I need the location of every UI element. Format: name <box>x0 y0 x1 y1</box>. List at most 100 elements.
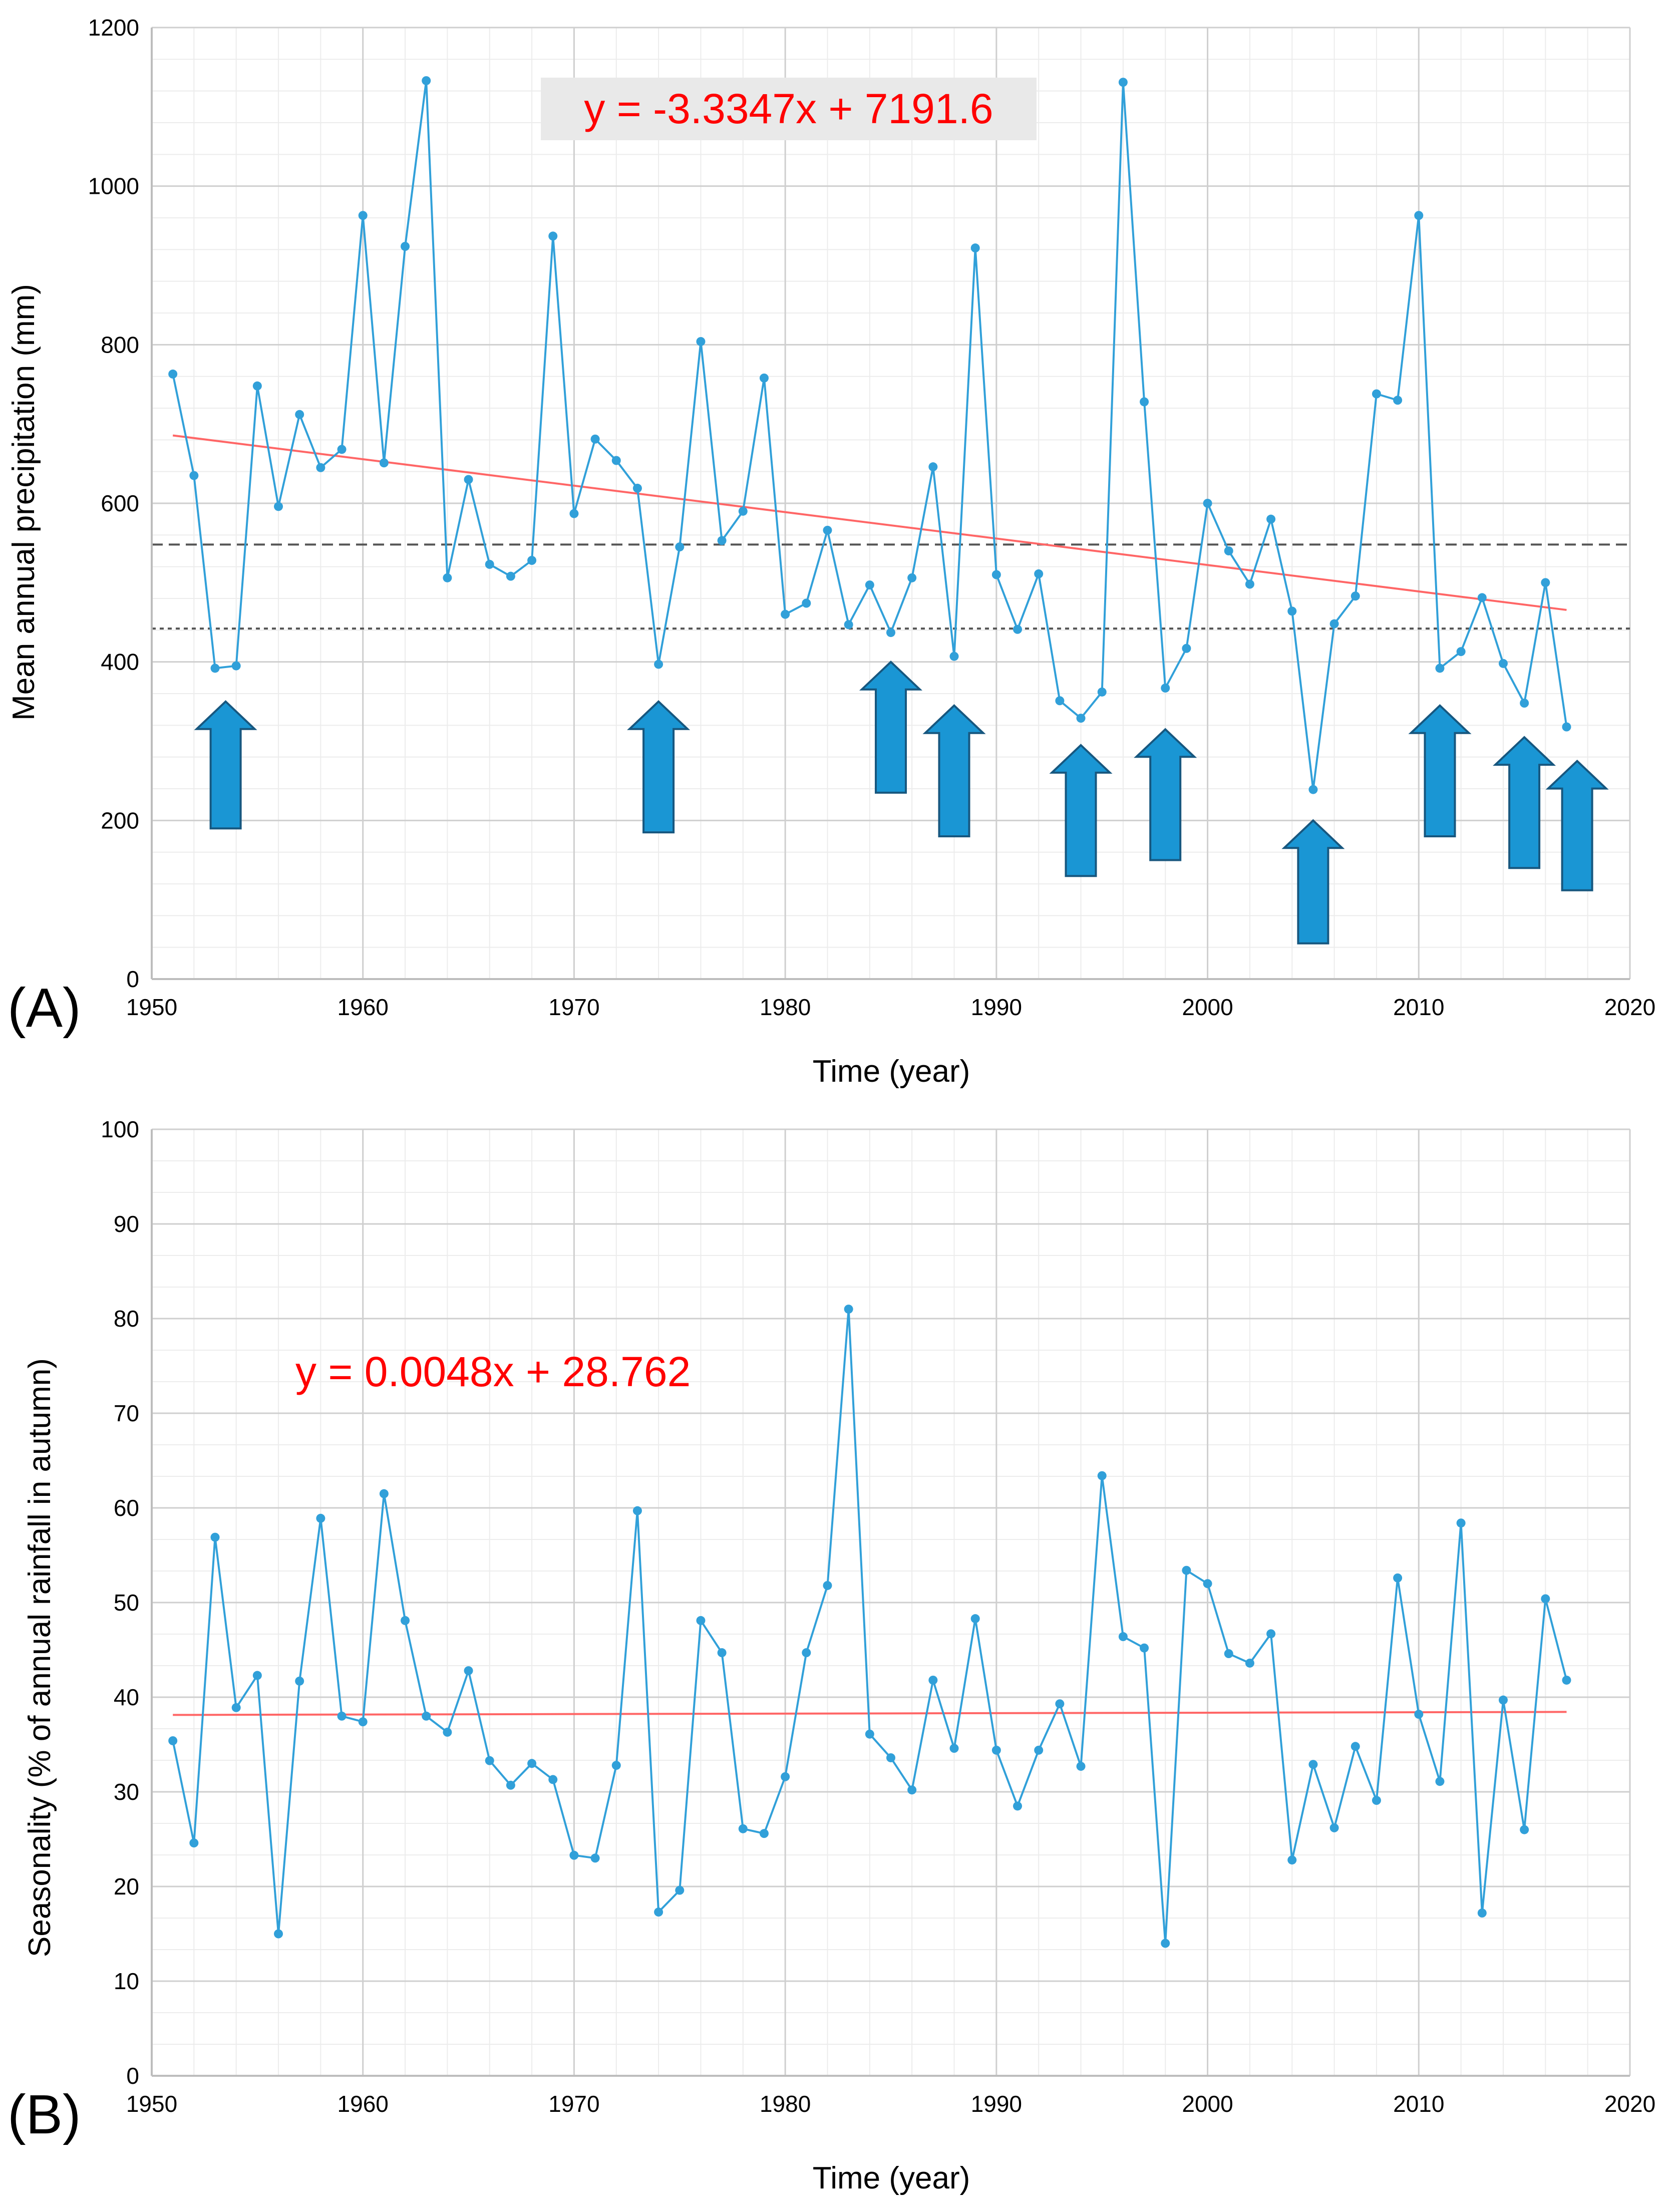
drought-arrow <box>627 700 691 834</box>
data-point <box>1372 1796 1381 1805</box>
panel-a-x-tick-labels: 1950 1960 1970 1980 1990 2000 2010 2020 <box>126 994 1655 1020</box>
panel-label-b: (B) <box>8 2084 81 2145</box>
x-tick-label: 1970 <box>548 2091 599 2117</box>
data-point <box>949 1744 959 1753</box>
data-point <box>1498 1695 1508 1705</box>
data-point <box>1182 1565 1191 1575</box>
data-point <box>759 1829 769 1838</box>
panel-a-data-points <box>168 76 1571 794</box>
data-point <box>485 1756 494 1765</box>
data-point <box>1435 664 1445 673</box>
data-point <box>1055 1699 1065 1709</box>
data-point <box>379 458 389 468</box>
x-tick-label: 1980 <box>760 994 811 1020</box>
data-point <box>1013 624 1023 634</box>
data-point <box>632 1506 642 1515</box>
data-point <box>252 1671 262 1680</box>
x-tick-label: 2000 <box>1182 2091 1233 2117</box>
data-point <box>168 1736 178 1745</box>
data-point <box>949 652 959 661</box>
data-point <box>1203 499 1212 508</box>
data-point <box>1456 647 1466 657</box>
data-point <box>1118 1632 1128 1642</box>
panel-b-x-tick-labels: 1950 1960 1970 1980 1990 2000 2010 2020 <box>126 2091 1655 2117</box>
trendline-equation-b: y = 0.0048x + 28.762 <box>295 1348 691 1395</box>
data-point <box>1562 722 1571 732</box>
data-point <box>781 609 790 619</box>
data-point <box>231 1703 241 1712</box>
y-tick-label: 30 <box>114 1779 139 1805</box>
data-point <box>1498 659 1508 668</box>
data-point <box>675 542 685 552</box>
data-point <box>1329 619 1339 628</box>
drought-arrow <box>1281 819 1345 945</box>
y-tick-label: 600 <box>101 490 139 516</box>
data-point <box>970 243 980 253</box>
data-point <box>443 573 452 582</box>
data-point <box>1541 578 1550 587</box>
data-point <box>485 559 494 569</box>
data-point <box>1266 514 1276 524</box>
equation-box-a <box>541 78 1037 140</box>
data-point <box>401 242 410 251</box>
data-point <box>823 525 832 535</box>
x-axis-title-b: Time (year) <box>813 2161 970 2195</box>
data-point <box>1477 1908 1487 1918</box>
data-point <box>1477 593 1487 602</box>
data-point <box>928 462 938 472</box>
data-point <box>611 1761 621 1770</box>
x-axis-title-a: Time (year) <box>813 1054 970 1089</box>
data-point <box>696 1616 706 1625</box>
y-tick-label: 0 <box>126 2063 139 2089</box>
data-point <box>337 445 347 454</box>
panel-b-axes <box>151 1129 1630 2077</box>
data-point <box>759 373 769 383</box>
panel-a-axes <box>151 28 1630 980</box>
data-point <box>844 620 853 630</box>
data-point <box>865 1729 874 1739</box>
panel-a-drought-arrows <box>194 660 1609 945</box>
data-point <box>548 1775 558 1784</box>
x-tick-label: 1970 <box>548 994 599 1020</box>
data-point <box>1435 1777 1445 1786</box>
data-point <box>1414 211 1424 220</box>
data-point <box>295 410 304 419</box>
panel-b-trendline <box>173 1711 1567 1716</box>
data-point <box>781 1772 790 1781</box>
data-point <box>274 1929 283 1939</box>
drought-arrow <box>1134 728 1197 861</box>
data-point <box>1161 1939 1170 1948</box>
y-tick-label: 40 <box>114 1684 139 1710</box>
panel-a-y-tick-labels: 0 200 400 600 800 1000 1200 <box>88 15 139 992</box>
data-point <box>654 660 663 669</box>
panel-a-trendline <box>172 434 1567 611</box>
data-point <box>907 1785 917 1795</box>
data-point <box>189 1838 199 1848</box>
y-tick-label: 80 <box>114 1306 139 1332</box>
data-point <box>611 456 621 465</box>
data-point <box>1287 1855 1297 1865</box>
data-point <box>1329 1823 1339 1832</box>
x-tick-label: 1990 <box>971 2091 1022 2117</box>
data-point <box>1308 785 1318 794</box>
data-point <box>1224 546 1233 555</box>
data-point <box>1097 687 1107 697</box>
y-axis-title-b: Seasonality (% of annual rainfall in aut… <box>23 1358 57 1957</box>
data-point <box>886 1753 895 1762</box>
x-tick-label: 2000 <box>1182 994 1233 1020</box>
trendline-equation-a: y = -3.3347x + 7191.6 <box>584 85 993 132</box>
panel-label-a: (A) <box>8 977 81 1039</box>
data-point <box>189 471 199 480</box>
data-point <box>1351 591 1360 601</box>
y-tick-label: 20 <box>114 1873 139 1900</box>
data-point <box>527 1759 537 1768</box>
drought-arrow <box>922 704 986 837</box>
x-tick-label: 1980 <box>760 2091 811 2117</box>
x-tick-label: 1950 <box>126 2091 177 2117</box>
drought-arrow <box>1545 759 1609 891</box>
y-tick-label: 1200 <box>88 15 139 41</box>
data-point <box>464 475 473 484</box>
data-point <box>1308 1760 1318 1769</box>
